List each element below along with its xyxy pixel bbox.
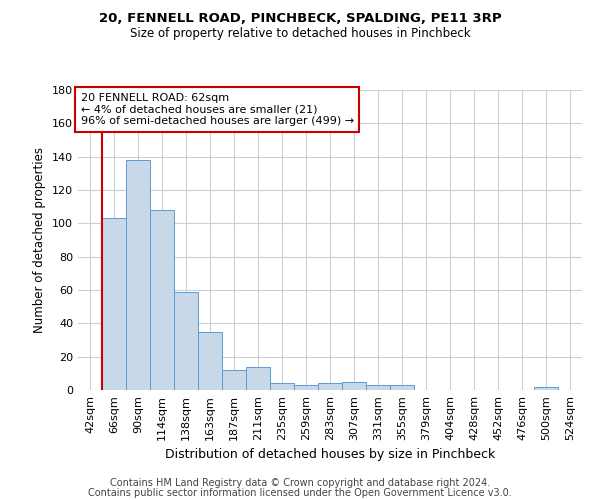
Bar	[126, 160, 150, 390]
Text: 20 FENNELL ROAD: 62sqm
← 4% of detached houses are smaller (21)
96% of semi-deta: 20 FENNELL ROAD: 62sqm ← 4% of detached …	[80, 93, 353, 126]
Bar	[366, 385, 390, 390]
Bar	[222, 370, 246, 390]
Text: Size of property relative to detached houses in Pinchbeck: Size of property relative to detached ho…	[130, 28, 470, 40]
Bar	[102, 218, 126, 390]
Bar	[150, 210, 174, 390]
Y-axis label: Number of detached properties: Number of detached properties	[34, 147, 46, 333]
Text: Contains HM Land Registry data © Crown copyright and database right 2024.: Contains HM Land Registry data © Crown c…	[110, 478, 490, 488]
Bar	[390, 385, 414, 390]
Bar	[318, 384, 342, 390]
Bar	[294, 385, 318, 390]
X-axis label: Distribution of detached houses by size in Pinchbeck: Distribution of detached houses by size …	[165, 448, 495, 462]
Bar	[342, 382, 366, 390]
Bar	[534, 386, 558, 390]
Bar	[246, 366, 270, 390]
Text: 20, FENNELL ROAD, PINCHBECK, SPALDING, PE11 3RP: 20, FENNELL ROAD, PINCHBECK, SPALDING, P…	[98, 12, 502, 26]
Bar	[174, 292, 198, 390]
Bar	[198, 332, 222, 390]
Text: Contains public sector information licensed under the Open Government Licence v3: Contains public sector information licen…	[88, 488, 512, 498]
Bar	[270, 384, 294, 390]
